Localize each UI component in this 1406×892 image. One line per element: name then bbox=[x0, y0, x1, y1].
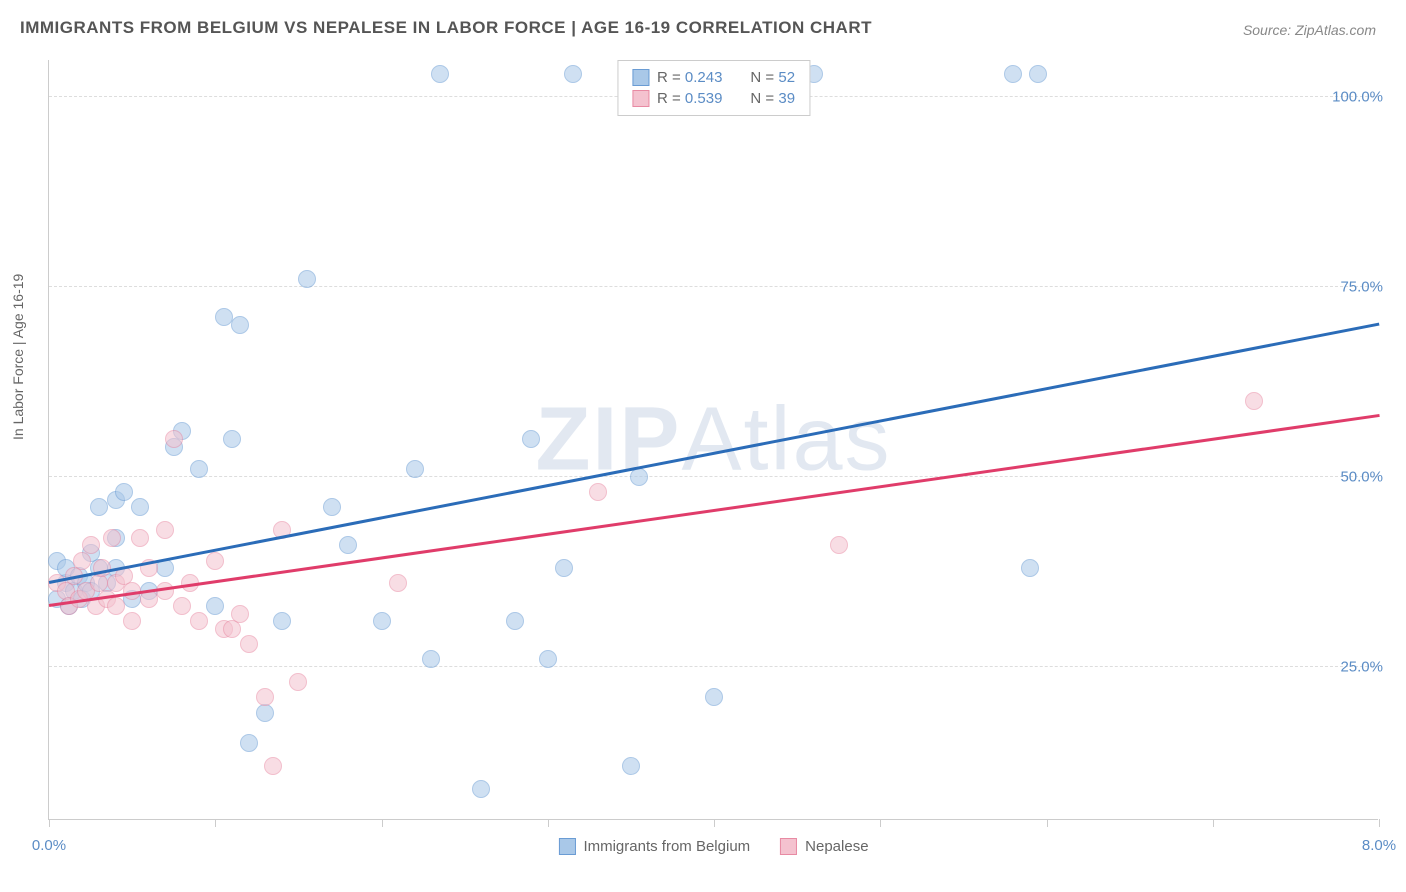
point-belgium bbox=[564, 65, 582, 83]
point-nepalese bbox=[256, 688, 274, 706]
point-nepalese bbox=[156, 582, 174, 600]
x-tick bbox=[880, 819, 881, 827]
point-nepalese bbox=[123, 612, 141, 630]
point-nepalese bbox=[156, 521, 174, 539]
point-belgium bbox=[431, 65, 449, 83]
gridline bbox=[49, 666, 1378, 667]
point-nepalese bbox=[231, 605, 249, 623]
point-belgium bbox=[115, 483, 133, 501]
point-belgium bbox=[1029, 65, 1047, 83]
legend: Immigrants from Belgium Nepalese bbox=[558, 838, 868, 855]
point-belgium bbox=[231, 316, 249, 334]
swatch-nepalese bbox=[632, 90, 649, 107]
point-nepalese bbox=[107, 597, 125, 615]
point-nepalese bbox=[264, 757, 282, 775]
x-tick bbox=[1213, 819, 1214, 827]
x-tick bbox=[382, 819, 383, 827]
point-belgium bbox=[472, 780, 490, 798]
point-belgium bbox=[506, 612, 524, 630]
point-belgium bbox=[339, 536, 357, 554]
point-belgium bbox=[131, 498, 149, 516]
plot-area: ZIPAtlas 25.0%50.0%75.0%100.0% R = 0.243… bbox=[48, 60, 1378, 820]
y-tick-label: 50.0% bbox=[1330, 469, 1383, 486]
chart-title: IMMIGRANTS FROM BELGIUM VS NEPALESE IN L… bbox=[20, 18, 872, 38]
stats-row-belgium: R = 0.243 N = 52 bbox=[632, 67, 795, 88]
point-nepalese bbox=[173, 597, 191, 615]
trendline-belgium bbox=[49, 323, 1379, 584]
point-nepalese bbox=[93, 559, 111, 577]
point-belgium bbox=[215, 308, 233, 326]
x-tick bbox=[215, 819, 216, 827]
swatch-belgium bbox=[632, 69, 649, 86]
point-nepalese bbox=[830, 536, 848, 554]
y-tick-label: 25.0% bbox=[1330, 659, 1383, 676]
point-belgium bbox=[323, 498, 341, 516]
point-belgium bbox=[190, 460, 208, 478]
x-tick bbox=[714, 819, 715, 827]
point-nepalese bbox=[165, 430, 183, 448]
point-belgium bbox=[240, 734, 258, 752]
swatch-nepalese-legend bbox=[780, 838, 797, 855]
point-belgium bbox=[223, 430, 241, 448]
point-belgium bbox=[90, 498, 108, 516]
point-nepalese bbox=[240, 635, 258, 653]
point-belgium bbox=[522, 430, 540, 448]
point-belgium bbox=[1004, 65, 1022, 83]
point-belgium bbox=[630, 468, 648, 486]
x-tick bbox=[1047, 819, 1048, 827]
point-belgium bbox=[555, 559, 573, 577]
point-belgium bbox=[206, 597, 224, 615]
x-tick-label: 0.0% bbox=[32, 837, 66, 854]
source-attribution: Source: ZipAtlas.com bbox=[1243, 22, 1376, 38]
legend-item-nepalese: Nepalese bbox=[780, 838, 868, 855]
x-tick bbox=[1379, 819, 1380, 827]
point-nepalese bbox=[206, 552, 224, 570]
point-belgium bbox=[373, 612, 391, 630]
point-nepalese bbox=[589, 483, 607, 501]
point-nepalese bbox=[389, 574, 407, 592]
point-nepalese bbox=[82, 536, 100, 554]
point-belgium bbox=[273, 612, 291, 630]
point-belgium bbox=[406, 460, 424, 478]
swatch-belgium-legend bbox=[558, 838, 575, 855]
gridline bbox=[49, 476, 1378, 477]
point-nepalese bbox=[289, 673, 307, 691]
point-belgium bbox=[1021, 559, 1039, 577]
point-nepalese bbox=[1245, 392, 1263, 410]
y-axis-label: In Labor Force | Age 16-19 bbox=[10, 274, 26, 440]
stats-row-nepalese: R = 0.539 N = 39 bbox=[632, 88, 795, 109]
y-tick-label: 100.0% bbox=[1322, 89, 1383, 106]
point-nepalese bbox=[131, 529, 149, 547]
point-belgium bbox=[422, 650, 440, 668]
stats-box: R = 0.243 N = 52 R = 0.539 N = 39 bbox=[617, 60, 810, 116]
x-tick-label: 8.0% bbox=[1362, 837, 1396, 854]
x-tick bbox=[548, 819, 549, 827]
point-belgium bbox=[705, 688, 723, 706]
trendline-nepalese bbox=[49, 414, 1379, 606]
x-tick bbox=[49, 819, 50, 827]
gridline bbox=[49, 286, 1378, 287]
legend-item-belgium: Immigrants from Belgium bbox=[558, 838, 750, 855]
y-tick-label: 75.0% bbox=[1330, 279, 1383, 296]
point-nepalese bbox=[190, 612, 208, 630]
point-belgium bbox=[622, 757, 640, 775]
point-belgium bbox=[539, 650, 557, 668]
point-nepalese bbox=[103, 529, 121, 547]
point-belgium bbox=[298, 270, 316, 288]
